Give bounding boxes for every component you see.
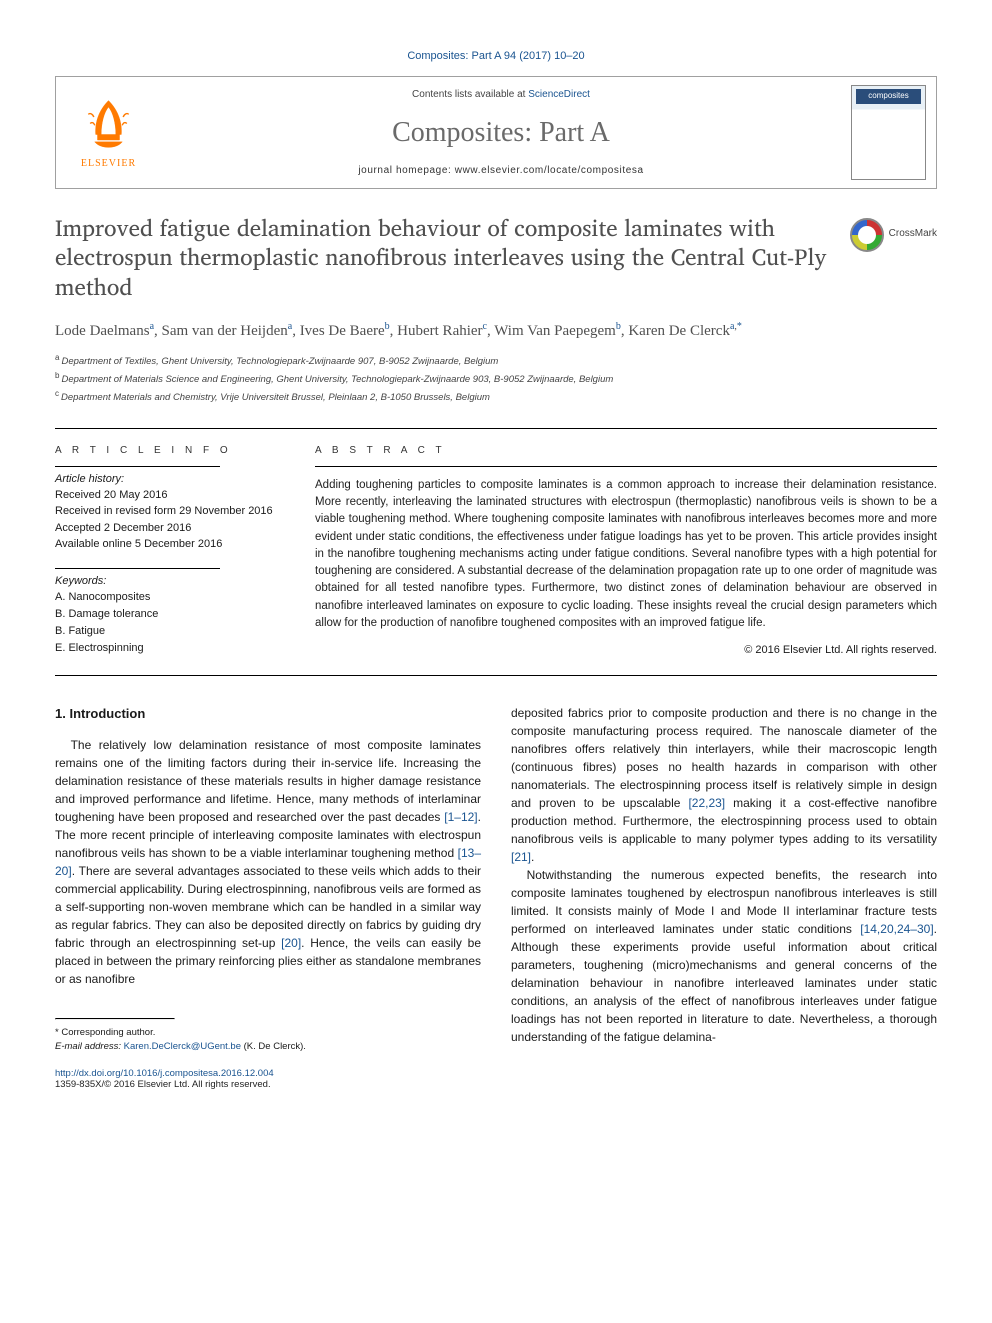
ref-link[interactable]: [22,23]: [688, 796, 725, 810]
issn-line: 1359-835X/© 2016 Elsevier Ltd. All right…: [55, 1079, 271, 1090]
crossmark-label: CrossMark: [889, 218, 937, 239]
citation-line: Composites: Part A 94 (2017) 10–20: [55, 50, 937, 62]
history-label: Article history:: [55, 473, 280, 485]
affiliation: aDepartment of Textiles, Ghent Universit…: [55, 352, 937, 370]
keywords-label: Keywords:: [55, 575, 280, 587]
elsevier-logo[interactable]: ELSEVIER: [81, 96, 136, 169]
corresponding-note: * Corresponding author.: [55, 1026, 481, 1040]
intro-para-2a: deposited fabrics prior to composite pro…: [511, 704, 937, 866]
body-col-right: deposited fabrics prior to composite pro…: [511, 704, 937, 1054]
email-label: E-mail address:: [55, 1041, 121, 1052]
crossmark-widget[interactable]: CrossMark: [850, 214, 937, 302]
authors-line: Lode Daelmansa, Sam van der Heijdena, Iv…: [55, 320, 937, 342]
journal-name: Composites: Part A: [171, 117, 831, 149]
rule-abs: [315, 466, 937, 467]
intro-para-1: The relatively low delamination resistan…: [55, 736, 481, 988]
publisher-name: ELSEVIER: [81, 158, 136, 169]
journal-cover-thumb[interactable]: [851, 85, 926, 180]
history-item: Received in revised form 29 November 201…: [55, 503, 280, 520]
ref-link[interactable]: [20]: [281, 936, 301, 950]
ref-link[interactable]: [14,20,24–30]: [860, 922, 933, 936]
affiliation: bDepartment of Materials Science and Eng…: [55, 370, 937, 388]
abstract-text: Adding toughening particles to composite…: [315, 477, 937, 632]
journal-header: ELSEVIER Contents lists available at Sci…: [55, 76, 937, 189]
affiliation: cDepartment Materials and Chemistry, Vri…: [55, 388, 937, 406]
contents-prefix: Contents lists available at: [412, 89, 525, 100]
email-line: E-mail address: Karen.DeClerck@UGent.be …: [55, 1040, 481, 1054]
affiliations: aDepartment of Textiles, Ghent Universit…: [55, 352, 937, 406]
article-info-label: A R T I C L E I N F O: [55, 445, 280, 456]
crossmark-icon: [850, 218, 884, 252]
body-columns: 1. Introduction The relatively low delam…: [55, 704, 937, 1054]
rule-info: [55, 466, 220, 467]
cover-cell: [841, 77, 936, 188]
author: Lode Daelmansa: [55, 323, 154, 339]
history-item: Accepted 2 December 2016: [55, 520, 280, 537]
ref-link[interactable]: [13–20]: [55, 846, 481, 878]
contents-line: Contents lists available at ScienceDirec…: [171, 89, 831, 100]
email-name: (K. De Clerck).: [244, 1041, 306, 1052]
author: Karen De Clercka,*: [628, 323, 742, 339]
sciencedirect-link[interactable]: ScienceDirect: [528, 89, 590, 100]
citation-link[interactable]: Composites: Part A 94 (2017) 10–20: [407, 50, 584, 62]
history-item: Received 20 May 2016: [55, 487, 280, 504]
author: Wim Van Paepegemb: [494, 323, 621, 339]
publisher-logo-cell: ELSEVIER: [56, 77, 161, 188]
email-link[interactable]: Karen.DeClerck@UGent.be: [124, 1041, 241, 1052]
author: Sam van der Heijdena: [162, 323, 293, 339]
ref-link[interactable]: [21]: [511, 850, 531, 864]
article-title: Improved fatigue delamination behaviour …: [55, 214, 832, 302]
ref-link[interactable]: [1–12]: [444, 810, 477, 824]
footnote-separator: [55, 1018, 175, 1020]
author: Hubert Rahierc: [397, 323, 487, 339]
keywords-list: A. NanocompositesB. Damage toleranceB. F…: [55, 589, 280, 657]
homepage-line: journal homepage: www.elsevier.com/locat…: [171, 165, 831, 176]
rule-bottom: [55, 675, 937, 676]
intro-para-2b: Notwithstanding the numerous expected be…: [511, 866, 937, 1046]
keyword-item: A. Nanocomposites: [55, 589, 280, 606]
article-history: Received 20 May 2016Received in revised …: [55, 487, 280, 553]
doi-link[interactable]: http://dx.doi.org/10.1016/j.compositesa.…: [55, 1068, 274, 1079]
abstract-copyright: © 2016 Elsevier Ltd. All rights reserved…: [315, 644, 937, 656]
bottom-meta: http://dx.doi.org/10.1016/j.compositesa.…: [55, 1068, 937, 1090]
elsevier-tree-icon: [81, 96, 136, 151]
abstract-label: A B S T R A C T: [315, 445, 937, 456]
article-info-col: A R T I C L E I N F O Article history: R…: [55, 445, 280, 657]
history-item: Available online 5 December 2016: [55, 536, 280, 553]
header-center: Contents lists available at ScienceDirec…: [161, 77, 841, 188]
author: Ives De Baereb: [300, 323, 390, 339]
body-col-left: 1. Introduction The relatively low delam…: [55, 704, 481, 1054]
footnotes: * Corresponding author. E-mail address: …: [55, 1026, 481, 1055]
abstract-col: A B S T R A C T Adding toughening partic…: [315, 445, 937, 657]
keyword-item: B. Fatigue: [55, 623, 280, 640]
homepage-prefix: journal homepage:: [358, 165, 451, 176]
rule-kw: [55, 568, 220, 569]
homepage-url[interactable]: www.elsevier.com/locate/compositesa: [455, 165, 644, 176]
keyword-item: E. Electrospinning: [55, 640, 280, 657]
keyword-item: B. Damage tolerance: [55, 606, 280, 623]
intro-heading: 1. Introduction: [55, 704, 481, 724]
